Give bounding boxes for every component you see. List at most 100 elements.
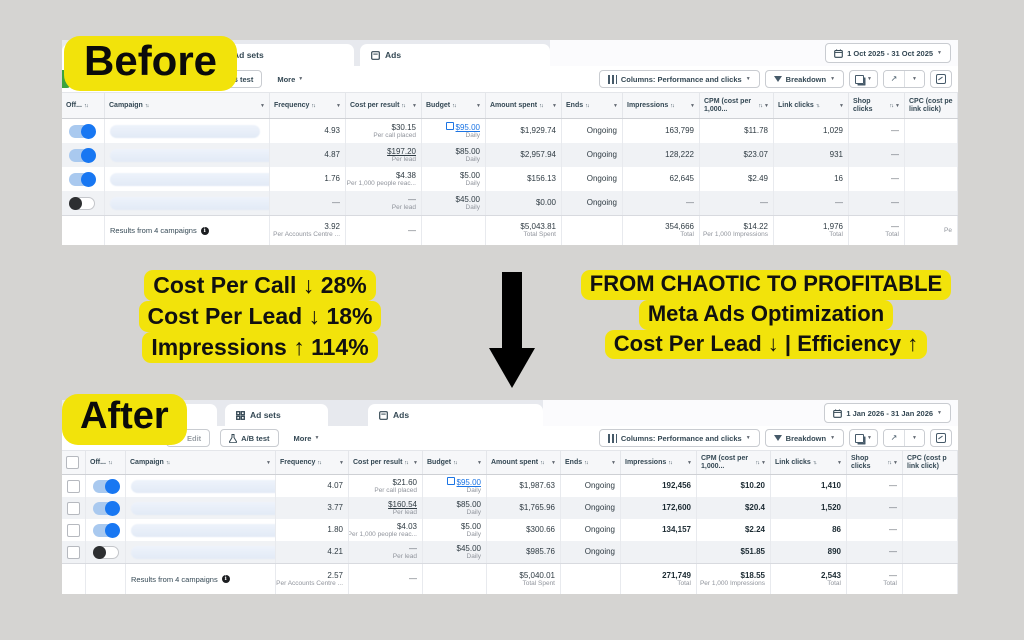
info-icon[interactable]: i bbox=[200, 226, 209, 235]
column-header-impressions[interactable]: Impressions ↑↓ ▼ bbox=[623, 93, 700, 118]
sort-icon[interactable]: ↑↓ bbox=[812, 459, 817, 466]
select-all-checkbox[interactable] bbox=[66, 456, 79, 469]
columns-button[interactable]: Columns: Performance and clicks ▼ bbox=[598, 70, 760, 88]
row-checkbox[interactable] bbox=[67, 545, 80, 559]
sort-icon[interactable]: ↑↓ bbox=[755, 459, 760, 466]
chevron-down-icon[interactable]: ▼ bbox=[551, 459, 556, 466]
column-header-off[interactable]: Off... ↑↓ bbox=[62, 93, 105, 118]
info-icon[interactable]: i bbox=[221, 575, 230, 583]
chevron-down-icon[interactable]: ▼ bbox=[336, 102, 341, 109]
sort-icon[interactable]: ↑↓ bbox=[107, 459, 112, 466]
sort-icon[interactable]: ↑↓ bbox=[585, 102, 589, 109]
column-header-shop-clicks[interactable]: Shop clicks ↑↓ ▼ bbox=[849, 93, 905, 118]
chevron-down-icon[interactable]: ▼ bbox=[839, 102, 844, 109]
tab-ads[interactable]: Ads bbox=[360, 44, 550, 66]
sort-icon[interactable]: ↑↓ bbox=[668, 459, 672, 466]
sort-icon[interactable]: ↑↓ bbox=[887, 459, 892, 466]
column-header-cpm[interactable]: CPM (cost per 1,000... ↑↓ ▼ bbox=[700, 93, 774, 118]
date-range-button[interactable]: 1 Jan 2026 - 31 Jan 2026 ▼ bbox=[824, 403, 951, 423]
column-header-amount-spent[interactable]: Amount spent ↑↓ ▼ bbox=[487, 451, 561, 474]
chevron-down-icon[interactable]: ▼ bbox=[611, 459, 616, 466]
charts-button[interactable] bbox=[930, 70, 952, 88]
column-header-link-clicks[interactable]: Link clicks ↑↓ ▼ bbox=[774, 93, 849, 118]
chevron-down-icon[interactable]: ▼ bbox=[413, 459, 418, 466]
reports-button[interactable]: ▼ bbox=[849, 70, 878, 88]
campaign-toggle[interactable] bbox=[93, 500, 120, 516]
row-checkbox[interactable] bbox=[67, 479, 80, 493]
column-header-cost-per-result[interactable]: Cost per result ↑↓ ▼ bbox=[349, 451, 423, 474]
campaign-toggle[interactable] bbox=[69, 171, 96, 187]
date-range-button[interactable]: 1 Oct 2025 - 31 Oct 2025 ▼ bbox=[825, 43, 951, 63]
column-header-link-clicks[interactable]: Link clicks ↑↓ ▼ bbox=[771, 451, 847, 474]
row-checkbox[interactable] bbox=[67, 501, 80, 515]
sort-icon[interactable]: ↑↓ bbox=[670, 102, 674, 109]
breakdown-button[interactable]: Breakdown ▼ bbox=[764, 429, 845, 447]
column-header-cpc[interactable]: CPC (cost pe link click) bbox=[905, 93, 958, 118]
tab-ads[interactable]: Ads bbox=[368, 404, 543, 426]
more-button[interactable]: More ▼ bbox=[277, 75, 303, 84]
columns-button[interactable]: Columns: Performance and clicks ▼ bbox=[598, 429, 760, 447]
sort-icon[interactable]: ↑↓ bbox=[83, 102, 88, 109]
column-header-off[interactable]: Off... ↑↓ bbox=[86, 451, 126, 474]
chevron-down-icon[interactable]: ▼ bbox=[893, 459, 898, 466]
campaign-toggle[interactable] bbox=[93, 478, 120, 494]
column-header-budget[interactable]: Budget ↑↓ ▼ bbox=[422, 93, 486, 118]
sort-icon[interactable]: ↑↓ bbox=[540, 459, 544, 466]
sort-icon[interactable]: ↑↓ bbox=[889, 102, 894, 109]
campaign-toggle[interactable] bbox=[93, 545, 119, 559]
sort-icon[interactable]: ↑↓ bbox=[758, 102, 763, 109]
column-header-frequency[interactable]: Frequency ↑↓ ▼ bbox=[270, 93, 346, 118]
ab-test-button[interactable]: A/B test bbox=[220, 429, 279, 447]
sort-icon[interactable]: ↑↓ bbox=[584, 459, 588, 466]
breakdown-button[interactable]: Breakdown ▼ bbox=[764, 70, 845, 88]
column-header-ends[interactable]: Ends ↑↓ ▼ bbox=[561, 451, 621, 474]
sort-icon[interactable]: ↑↓ bbox=[452, 102, 456, 109]
chevron-down-icon[interactable]: ▼ bbox=[690, 102, 695, 109]
sort-icon[interactable]: ↑↓ bbox=[539, 102, 543, 109]
charts-button[interactable] bbox=[930, 429, 952, 447]
chevron-down-icon[interactable]: ▼ bbox=[477, 459, 482, 466]
campaign-toggle[interactable] bbox=[69, 147, 96, 163]
tab-ad-sets[interactable]: Ad sets bbox=[225, 404, 328, 426]
export-options-button[interactable]: ▼ bbox=[904, 71, 924, 87]
sort-icon[interactable]: ↑↓ bbox=[453, 459, 457, 466]
campaign-toggle[interactable] bbox=[69, 196, 95, 210]
campaign-toggle[interactable] bbox=[93, 522, 120, 538]
row-checkbox[interactable] bbox=[67, 523, 80, 537]
chevron-down-icon[interactable]: ▼ bbox=[613, 102, 618, 109]
campaign-toggle[interactable] bbox=[69, 123, 96, 139]
export-button[interactable]: ↗ bbox=[884, 430, 904, 446]
chevron-down-icon[interactable]: ▼ bbox=[837, 459, 842, 466]
column-header-cpc[interactable]: CPC (cost p link click) bbox=[903, 451, 958, 474]
chevron-down-icon[interactable]: ▼ bbox=[260, 102, 265, 109]
column-header-campaign[interactable]: Campaign ↑↓ ▼ bbox=[105, 93, 270, 118]
column-header-frequency[interactable]: Frequency ↑↓ ▼ bbox=[276, 451, 349, 474]
sort-icon[interactable]: ↑↓ bbox=[311, 102, 315, 109]
sort-icon[interactable]: ↑↓ bbox=[815, 102, 820, 109]
chevron-down-icon[interactable]: ▼ bbox=[687, 459, 692, 466]
column-header-ends[interactable]: Ends ↑↓ ▼ bbox=[562, 93, 623, 118]
sort-icon[interactable]: ↑↓ bbox=[401, 102, 405, 109]
chevron-down-icon[interactable]: ▼ bbox=[895, 102, 900, 109]
chevron-down-icon[interactable]: ▼ bbox=[412, 102, 417, 109]
column-header-cpm[interactable]: CPM (cost per 1,000... ↑↓ ▼ bbox=[697, 451, 771, 474]
sort-icon[interactable]: ↑↓ bbox=[404, 459, 408, 466]
column-header-cost-per-result[interactable]: Cost per result ↑↓ ▼ bbox=[346, 93, 422, 118]
chevron-down-icon[interactable]: ▼ bbox=[552, 102, 557, 109]
chevron-down-icon[interactable]: ▼ bbox=[339, 459, 344, 466]
column-header-campaign[interactable]: Campaign ↑↓ ▼ bbox=[126, 451, 276, 474]
more-button[interactable]: More ▼ bbox=[294, 434, 320, 443]
column-header-impressions[interactable]: Impressions ↑↓ ▼ bbox=[621, 451, 697, 474]
chevron-down-icon[interactable]: ▼ bbox=[764, 102, 769, 109]
chevron-down-icon[interactable]: ▼ bbox=[266, 459, 271, 466]
column-header-shop-clicks[interactable]: Shop clicks ↑↓ ▼ bbox=[847, 451, 903, 474]
reports-button[interactable]: ▼ bbox=[849, 429, 878, 447]
sort-icon[interactable]: ↑↓ bbox=[165, 459, 170, 466]
chevron-down-icon[interactable]: ▼ bbox=[476, 102, 481, 109]
sort-icon[interactable]: ↑↓ bbox=[144, 102, 149, 109]
column-header-budget[interactable]: Budget ↑↓ ▼ bbox=[423, 451, 487, 474]
chevron-down-icon[interactable]: ▼ bbox=[761, 459, 766, 466]
column-header-amount-spent[interactable]: Amount spent ↑↓ ▼ bbox=[486, 93, 562, 118]
sort-icon[interactable]: ↑↓ bbox=[317, 459, 321, 466]
export-options-button[interactable]: ▼ bbox=[904, 430, 924, 446]
